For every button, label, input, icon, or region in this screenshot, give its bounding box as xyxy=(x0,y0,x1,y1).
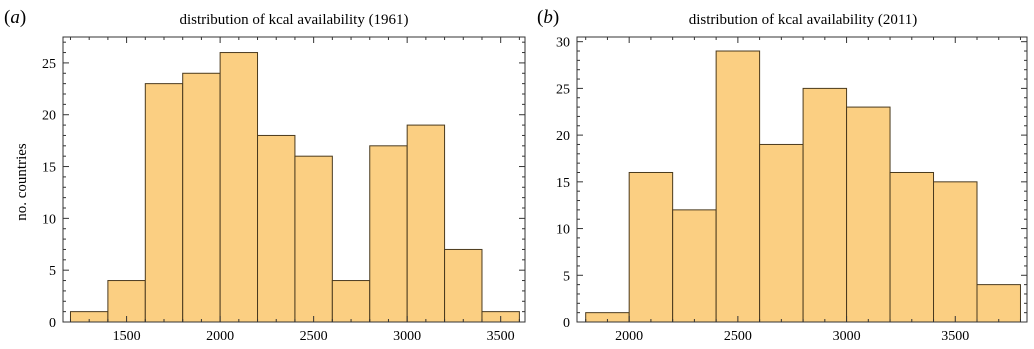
panel-a-bar xyxy=(369,145,408,323)
panel-a-bar xyxy=(144,83,184,323)
panel-b-bar xyxy=(976,284,1021,323)
panel-b-title: distribution of kcal availability (2011) xyxy=(689,12,918,28)
panel-a-x-tick-label: 3500 xyxy=(487,329,515,344)
panel-a-y-tick-label: 20 xyxy=(42,109,56,124)
panel-b-x-tick-label: 2000 xyxy=(615,329,643,344)
panel-a-bar xyxy=(257,134,296,323)
panel-a-bars xyxy=(69,52,520,323)
panel-b-x-tick-label: 2500 xyxy=(724,329,752,344)
panel-a-bar xyxy=(219,52,259,323)
panel-a-bar xyxy=(406,124,446,323)
panel-b-bar xyxy=(846,106,891,323)
panel-a-bar xyxy=(107,280,146,323)
panel-b-y-tick-label: 20 xyxy=(556,129,570,144)
panel-b-x-tick-label: 3500 xyxy=(941,329,969,344)
panel-a-bar xyxy=(294,155,333,323)
panel-a-bar xyxy=(331,280,371,323)
panel-a-title: distribution of kcal availability (1961) xyxy=(179,12,408,28)
panel-b-y-tick-label: 15 xyxy=(556,176,570,191)
panel-b-bar xyxy=(672,209,717,323)
panel-b-x-tick-label: 3000 xyxy=(833,329,861,344)
panel-a-bar xyxy=(444,248,483,323)
panel-b-y-tick-label: 25 xyxy=(556,82,570,97)
panel-a-y-tick-label: 15 xyxy=(42,161,56,176)
panel-a-x-tick-label: 1500 xyxy=(113,329,141,344)
panel-b-bar xyxy=(933,181,978,323)
panel-b-plot-frame xyxy=(576,36,1028,323)
panel-a-x-tick-label: 2000 xyxy=(206,329,234,344)
panel-b-bars xyxy=(585,50,1021,323)
panel-b-bar xyxy=(889,171,935,323)
panel-a-y-tick-label: 25 xyxy=(42,57,56,72)
panel-b-y-tick-label: 0 xyxy=(563,316,570,331)
panel-a-y-tick-label: 0 xyxy=(49,316,56,331)
panel-a-label: (a) xyxy=(4,7,26,28)
panel-a-bar xyxy=(182,72,221,323)
panel-b-y-tick-label: 5 xyxy=(563,269,570,284)
panel-b: (b) distribution of kcal availability (2… xyxy=(537,7,1028,344)
panel-b-y-tick-label: 30 xyxy=(556,36,570,51)
panel-b-bar xyxy=(715,50,761,323)
panel-b-bar xyxy=(802,87,848,323)
panel-a-ticks: 1500 2000 2500 3000 3500 0 5 10 15 20 25 xyxy=(42,37,525,344)
panel-b-bar xyxy=(628,171,674,323)
panel-a-x-tick-label: 3000 xyxy=(393,329,421,344)
panel-a-x-tick-label: 2500 xyxy=(300,329,328,344)
panel-b-y-tick-label: 10 xyxy=(556,223,570,238)
panel-b-bar xyxy=(759,143,804,323)
panel-b-label: (b) xyxy=(537,7,559,28)
panel-a-y-tick-label: 10 xyxy=(42,212,56,227)
panel-a: (a) distribution of kcal availability (1… xyxy=(4,7,526,344)
panel-a-y-axis-label: no. countries xyxy=(14,143,30,221)
panel-a-y-tick-label: 5 xyxy=(49,264,56,279)
panel-a-plot-frame xyxy=(62,36,526,323)
